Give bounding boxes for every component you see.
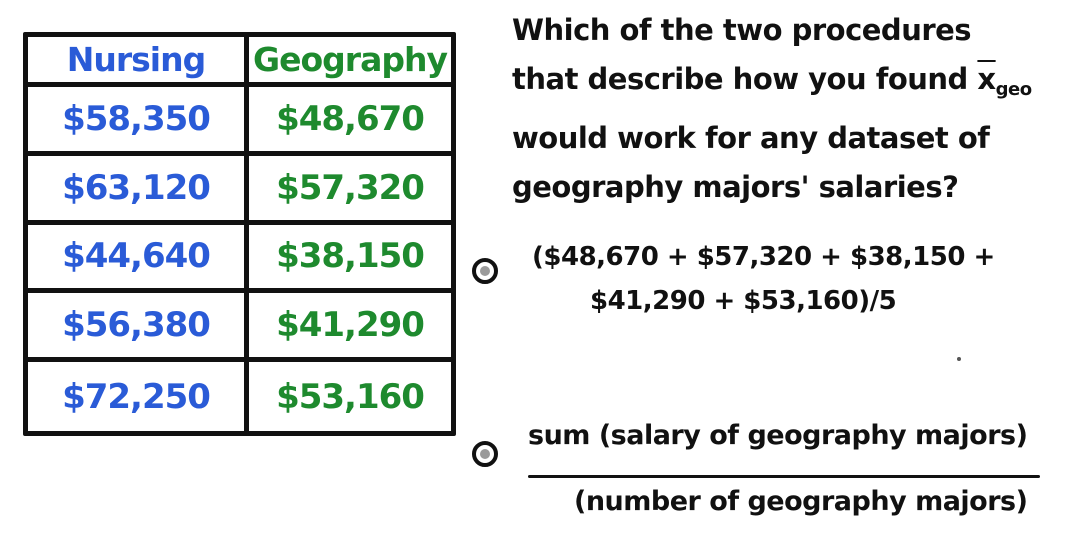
nursing-salary-cell: $56,380 xyxy=(28,293,249,363)
option-2-radio-button[interactable] xyxy=(472,441,498,467)
option-1-line-1: ($48,670 + $57,320 + $38,150 + xyxy=(532,242,995,272)
radio-dot-icon xyxy=(480,449,490,459)
geography-salary-cell: $53,160 xyxy=(276,376,425,417)
fraction-bar xyxy=(528,475,1040,478)
nursing-salary-cell: $44,640 xyxy=(28,224,249,294)
geography-salary-cell: $38,150 xyxy=(249,225,451,294)
nursing-salary-cell: $63,120 xyxy=(28,155,249,225)
nursing-salary-cell: $72,250 xyxy=(28,362,249,431)
option-1-line-2: $41,290 + $53,160)/5 xyxy=(590,286,897,316)
option-2-denominator: (number of geography majors) xyxy=(574,486,1028,517)
radio-dot-icon xyxy=(480,266,490,276)
geography-salary-cell: $41,290 xyxy=(249,293,451,363)
option-1-radio-button[interactable] xyxy=(472,258,498,284)
question-line: Which of the two procedures xyxy=(512,13,972,47)
question-line: geography majors' salaries? xyxy=(512,170,959,204)
salary-table: Nursing Geography $58,350 $48,670 $63,12… xyxy=(23,32,456,436)
nursing-header: Nursing xyxy=(28,37,249,87)
geography-salary-cell: $48,670 xyxy=(249,87,451,156)
geography-header: Geography xyxy=(249,37,451,87)
question-line: that describe how you found xgeo xyxy=(512,55,1072,114)
marker-speck xyxy=(957,357,961,361)
x-bar-subscript: geo xyxy=(995,79,1032,100)
question-line: would work for any dataset of xyxy=(512,121,990,155)
question-line-prefix: that describe how you found xyxy=(512,62,968,96)
geography-salary-cell: $57,320 xyxy=(249,156,451,225)
question-text: Which of the two procedures that describ… xyxy=(512,6,1072,212)
nursing-salary-cell: $58,350 xyxy=(28,87,249,156)
x-bar-symbol: x xyxy=(977,62,996,96)
option-2-numerator: sum (salary of geography majors) xyxy=(528,420,1028,451)
